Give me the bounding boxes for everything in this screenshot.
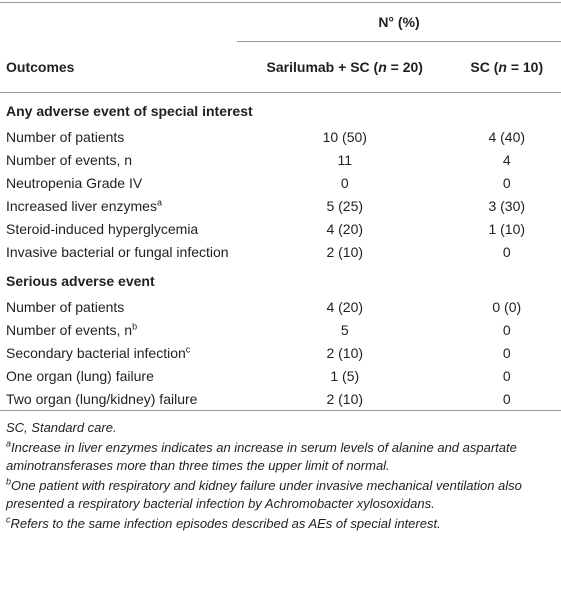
footnote-text: One patient with respiratory and kidney … [6, 478, 522, 511]
value-cell: 3 (30) [488, 197, 526, 214]
row-label: Increased liver enzymesa [0, 194, 237, 217]
data-row: Number of patients 4 (20) 0 (0) [0, 295, 561, 318]
footnote-text: Refers to the same infection episodes de… [10, 516, 441, 531]
column-header: Outcomes [0, 41, 237, 93]
row-label: Number of patients [0, 295, 237, 318]
header-text: = 20) [386, 59, 423, 75]
label-text: One organ (lung) failure [6, 367, 154, 384]
row-label: Invasive bacterial or fungal infection [0, 240, 237, 263]
header-italic: n [378, 59, 387, 75]
footnote: bOne patient with respiratory and kidney… [6, 477, 555, 513]
header-text: Sarilumab + SC ( [266, 59, 379, 75]
data-row: Number of events, n 11 4 [0, 148, 561, 171]
row-label: Secondary bacterial infectionc [0, 341, 237, 364]
value-cell: 10 (50) [322, 128, 367, 145]
value-cell: 0 [502, 344, 511, 361]
footnote-mark: b [6, 476, 12, 487]
label-text: Number of events, n [6, 321, 133, 338]
value-cell: 2 (10) [326, 243, 364, 260]
data-row: Steroid-induced hyperglycemia 4 (20) 1 (10… [0, 217, 561, 240]
row-label: Two organ (lung/kidney) failure [0, 387, 237, 411]
footnote: aIncrease in liver enzymes indicates an … [6, 439, 555, 475]
section-title: Serious adverse event [6, 273, 155, 289]
row-label: Neutropenia Grade IV [0, 171, 237, 194]
section-title: Any adverse event of special interest [6, 103, 253, 119]
footnote-mark: a [6, 438, 12, 449]
column-header: Sarilumab + SC (n = 20) [237, 41, 453, 93]
footnote-text: Increase in liver enzymes indicates an i… [6, 440, 517, 473]
data-row: Neutropenia Grade IV 0 0 [0, 171, 561, 194]
label-text: Neutropenia Grade IV [6, 174, 143, 191]
value-cell: 0 (0) [492, 298, 522, 315]
label-text: Number of patients [6, 298, 125, 315]
header-italic: n [498, 59, 507, 75]
label-text: Number of patients [6, 128, 125, 145]
data-row: Increased liver enzymesa 5 (25) 3 (30) [0, 194, 561, 217]
value-cell: 0 [502, 243, 511, 260]
label-text: Steroid-induced hyperglycemia [6, 220, 199, 237]
row-label: Number of patients [0, 125, 237, 148]
footnote-mark: c [6, 514, 11, 525]
data-row: Number of events, nb 5 0 [0, 318, 561, 341]
label-text: Invasive bacterial or fungal infection [6, 243, 229, 260]
value-cell: 0 [502, 390, 511, 407]
footnote: cRefers to the same infection episodes d… [6, 515, 555, 533]
row-label: Steroid-induced hyperglycemia [0, 217, 237, 240]
label-text: Two organ (lung/kidney) failure [6, 390, 198, 407]
value-cell: 0 [502, 174, 511, 191]
footnote-mark: a [156, 196, 162, 207]
value-cell: 4 (20) [326, 298, 364, 315]
footnotes: SC, Standard care. aIncrease in liver enz… [0, 411, 561, 533]
label-text: Increased liver enzymes [6, 197, 157, 214]
section-row: Serious adverse event [0, 263, 561, 295]
value-cell: 4 [502, 151, 511, 168]
value-cell: 4 (40) [488, 128, 526, 145]
value-cell: 0 [502, 321, 511, 338]
header-text: = 10) [506, 59, 544, 75]
footnote-mark: c [185, 343, 191, 354]
data-row: Two organ (lung/kidney) failure 2 (10) 0 [0, 387, 561, 411]
value-cell: 5 [340, 321, 349, 338]
header-text: Outcomes [6, 58, 75, 75]
row-label: Number of events, n [0, 148, 237, 171]
value-cell: 0 [502, 367, 511, 384]
row-label: Number of events, nb [0, 318, 237, 341]
value-cell: 0 [340, 174, 349, 191]
group-header-row: N° (%) [0, 2, 561, 42]
footnote-mark: b [132, 320, 138, 331]
value-cell: 2 (10) [326, 344, 364, 361]
data-row: Invasive bacterial or fungal infection 2 … [0, 240, 561, 263]
header-row: Outcomes Sarilumab + SC (n = 20) SC (n = 1… [0, 41, 561, 93]
outcomes-table: N° (%) Outcomes Sarilumab + SC (n = 20) SC … [0, 2, 561, 411]
value-cell: 2 (10) [326, 390, 364, 407]
group-header: N° (%) [237, 2, 561, 42]
section-row: Any adverse event of special interest [0, 93, 561, 126]
label-text: Secondary bacterial infection [6, 344, 186, 361]
value-cell: 11 [337, 151, 353, 168]
page: N° (%) Outcomes Sarilumab + SC (n = 20) SC … [0, 2, 561, 533]
value-cell: 1 (5) [330, 367, 360, 384]
value-cell: 4 (20) [326, 220, 364, 237]
value-cell: 5 (25) [326, 197, 364, 214]
label-text: Number of events, n [6, 151, 133, 168]
row-label: One organ (lung) failure [0, 364, 237, 387]
abbreviation-note: SC, Standard care. [6, 420, 117, 435]
empty-cell [0, 3, 237, 42]
header-text: SC ( [470, 59, 499, 75]
data-row: Number of patients 10 (50) 4 (40) [0, 125, 561, 148]
column-header: SC (n = 10) [452, 41, 561, 93]
value-cell: 1 (10) [488, 220, 526, 237]
data-row: One organ (lung) failure 1 (5) 0 [0, 364, 561, 387]
data-row: Secondary bacterial infectionc 2 (10) 0 [0, 341, 561, 364]
